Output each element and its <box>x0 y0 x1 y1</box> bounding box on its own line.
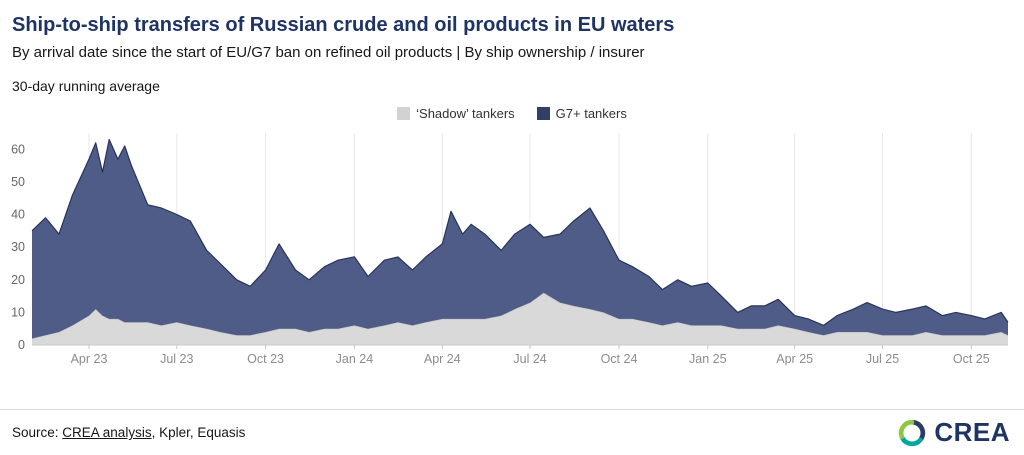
source-prefix: Source: <box>12 425 63 440</box>
legend: ‘Shadow’ tankers G7+ tankers <box>0 106 1024 121</box>
svg-text:Jul 25: Jul 25 <box>866 352 899 366</box>
legend-item-shadow-tankers: ‘Shadow’ tankers <box>397 106 515 121</box>
crea-logo-icon <box>899 419 926 446</box>
svg-text:30: 30 <box>11 240 25 254</box>
svg-text:Apr 25: Apr 25 <box>776 352 813 366</box>
page-title: Ship-to-ship transfers of Russian crude … <box>12 14 675 36</box>
svg-text:Jan 25: Jan 25 <box>689 352 727 366</box>
chart-note: 30-day running average <box>12 77 160 94</box>
svg-text:Jul 24: Jul 24 <box>513 352 546 366</box>
svg-text:Apr 24: Apr 24 <box>424 352 461 366</box>
legend-label-shadow: ‘Shadow’ tankers <box>416 105 515 121</box>
chart-subtitle: By arrival date since the start of EU/G7… <box>12 44 645 61</box>
svg-text:Jul 23: Jul 23 <box>160 352 193 366</box>
svg-text:60: 60 <box>11 142 25 156</box>
legend-swatch-g7-icon <box>536 106 550 120</box>
svg-text:40: 40 <box>11 207 25 221</box>
svg-text:Oct 24: Oct 24 <box>601 352 638 366</box>
svg-text:0: 0 <box>18 338 25 352</box>
legend-item-g7-tankers: G7+ tankers <box>536 105 627 121</box>
legend-label-g7: G7+ tankers <box>555 105 627 121</box>
svg-text:Jan 24: Jan 24 <box>336 352 374 366</box>
svg-text:Oct 25: Oct 25 <box>953 352 990 366</box>
svg-text:10: 10 <box>11 305 25 319</box>
svg-text:Apr 23: Apr 23 <box>71 352 108 366</box>
chart-header: Ship-to-ship transfers of Russian crude … <box>0 0 1024 94</box>
chart-area: Apr 23 Jul 23 Oct 23 Jan 24 Apr 24 Jul 24 Oct … <box>0 123 1024 373</box>
svg-text:20: 20 <box>11 273 25 287</box>
svg-text:Oct 23: Oct 23 <box>247 352 284 366</box>
source-line: Source: CREA analysis, Kpler, Equasis <box>12 425 245 440</box>
source-link[interactable]: CREA analysis <box>62 425 152 440</box>
svg-text:50: 50 <box>11 175 25 189</box>
footer: Source: CREA analysis, Kpler, Equasis CR… <box>0 409 1024 455</box>
crea-wordmark: CREA <box>934 417 1010 447</box>
source-suffix: , Kpler, Equasis <box>151 425 246 440</box>
legend-swatch-shadow-icon <box>397 106 411 120</box>
stacked-area-chart: Apr 23 Jul 23 Oct 23 Jan 24 Apr 24 Jul 24 Oct … <box>11 132 1009 366</box>
crea-brand[interactable]: CREA <box>897 417 1010 448</box>
